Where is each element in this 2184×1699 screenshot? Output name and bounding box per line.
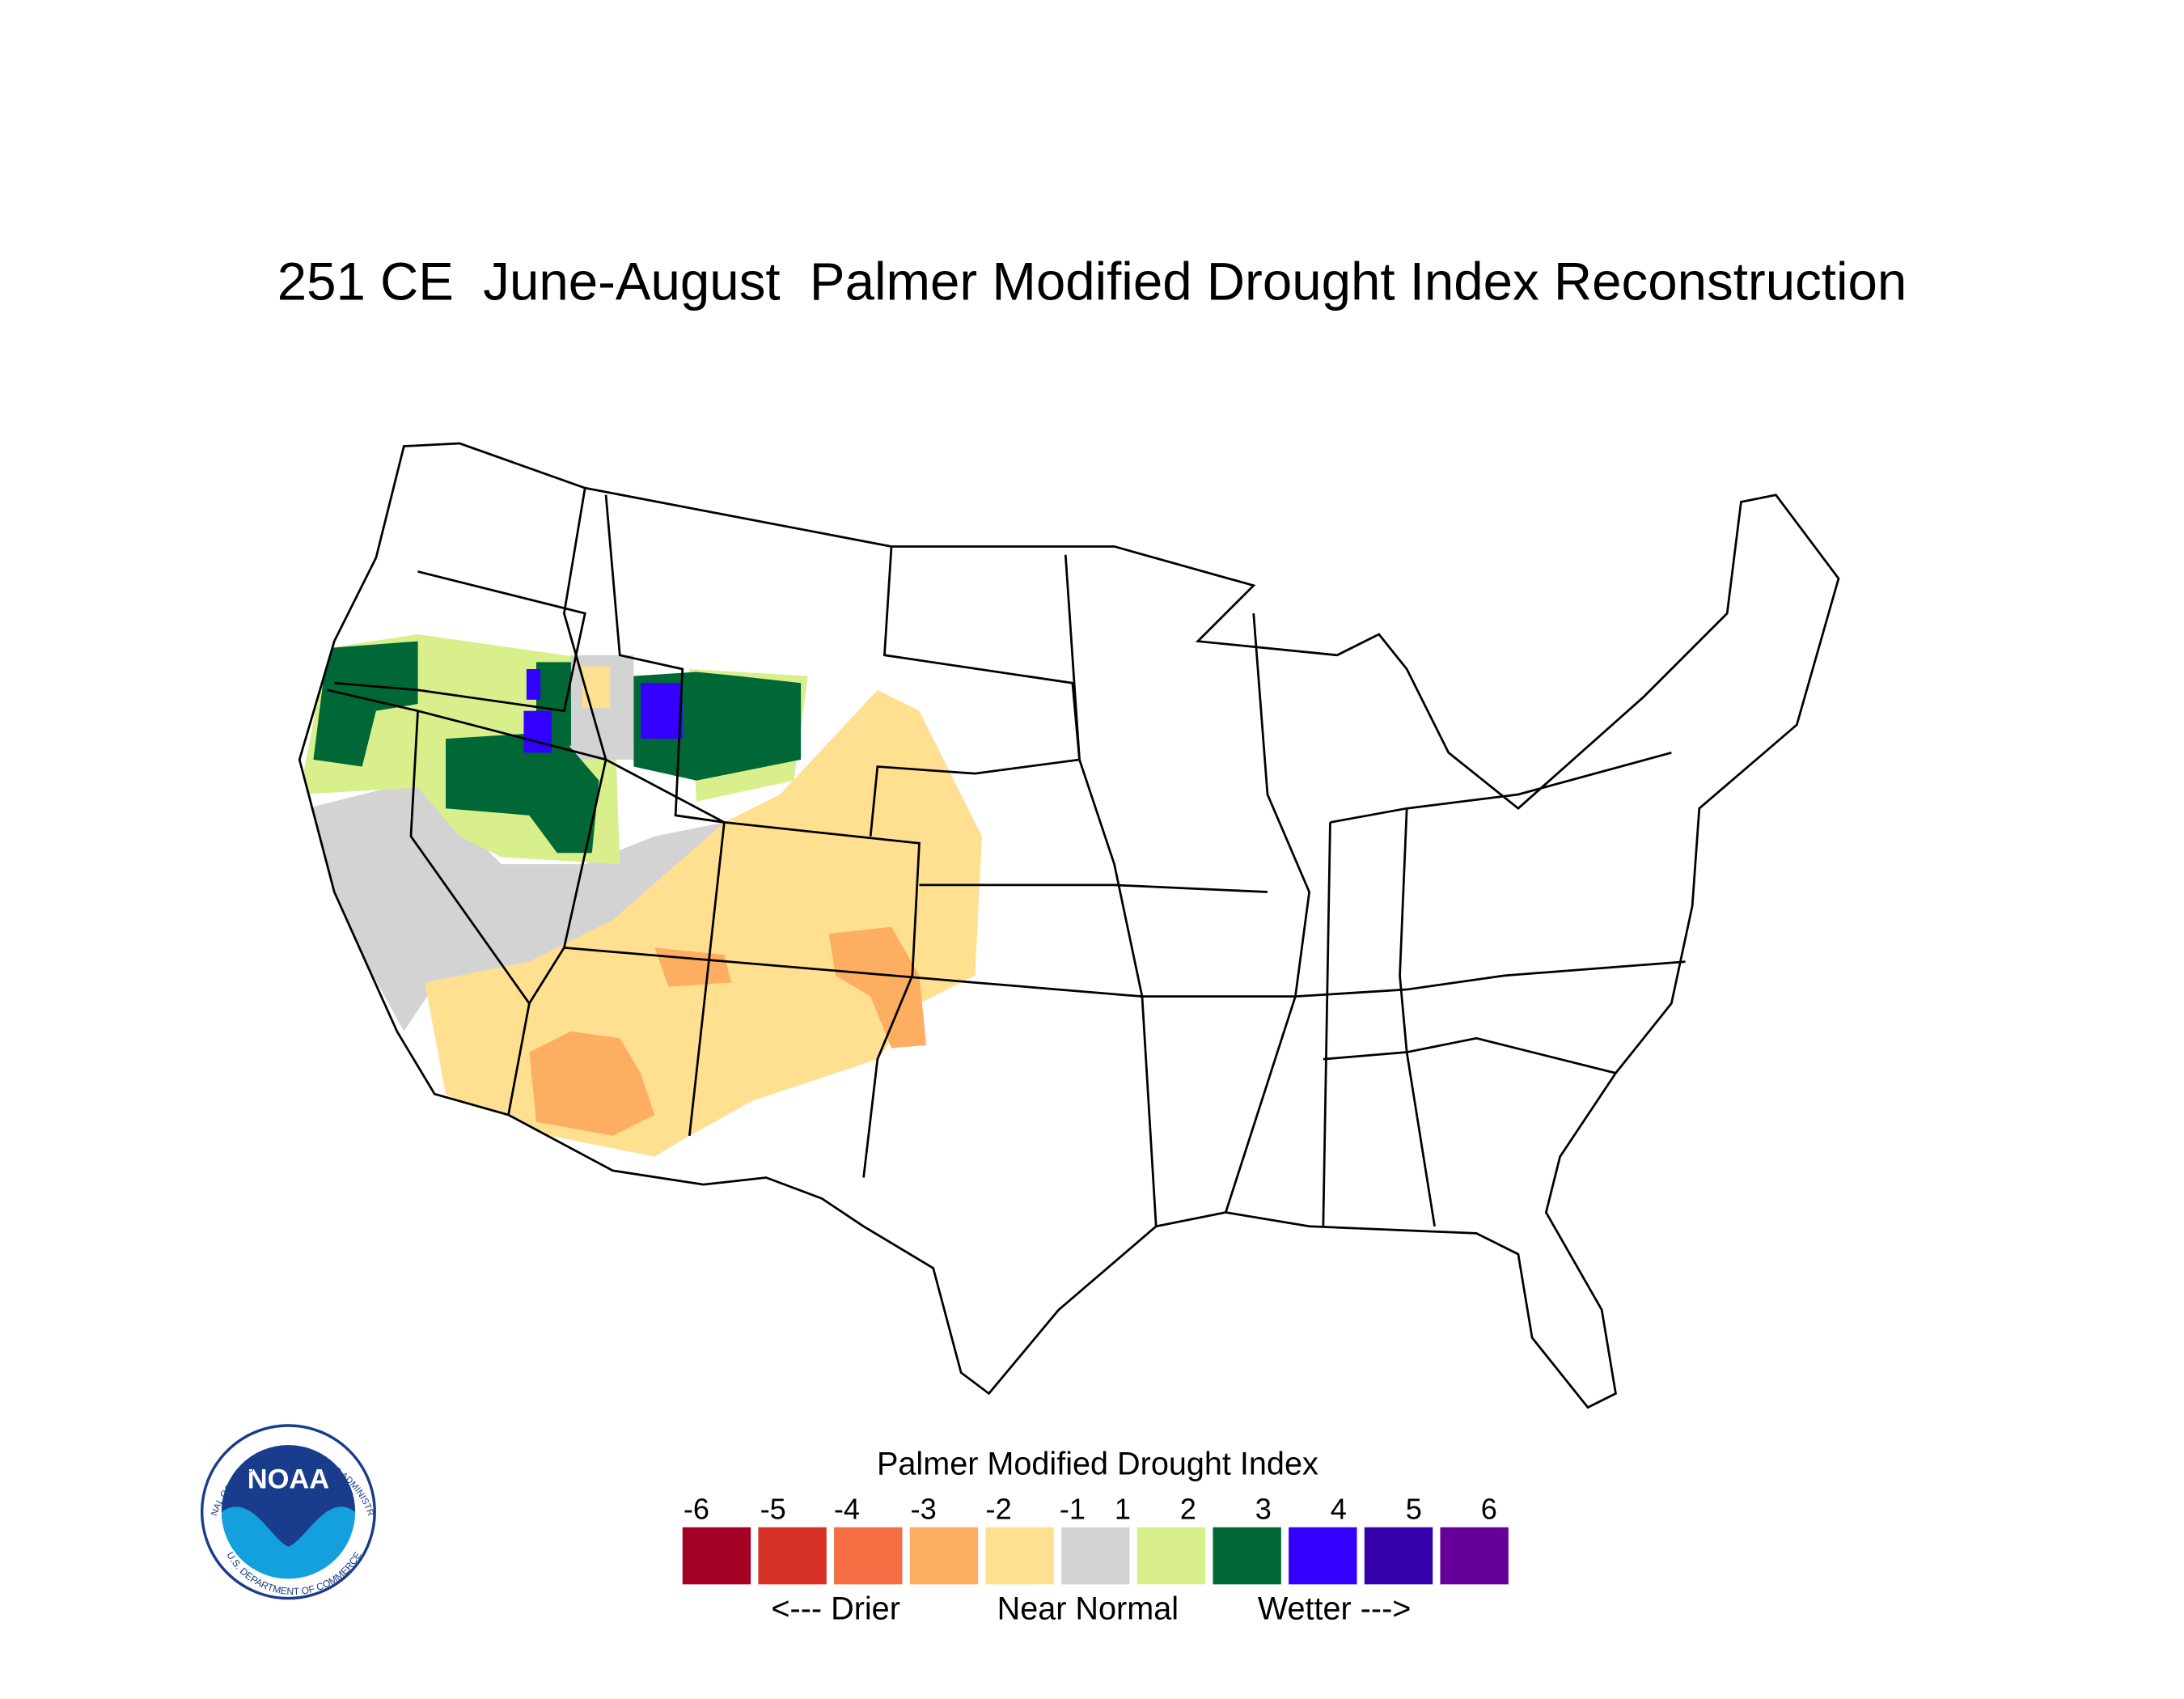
state-line <box>1295 960 1686 998</box>
state-line <box>417 710 607 1005</box>
legend-tick-label: -4 <box>834 1492 860 1525</box>
legend-swatch <box>985 1527 1054 1585</box>
wet-area <box>446 731 599 854</box>
very-wet-area <box>641 683 683 739</box>
legend-swatch <box>758 1527 827 1585</box>
state-line <box>1064 554 1158 1227</box>
state-line <box>675 814 726 1137</box>
legend-tick-label: 1 <box>1115 1492 1131 1525</box>
map-title: 251 CE June-August Palmer Modified Droug… <box>277 252 1907 311</box>
legend-swatch <box>909 1527 979 1585</box>
legend-title: Palmer Modified Drought Index <box>877 1446 1318 1481</box>
state-line <box>1399 808 1436 1227</box>
legend-swatch <box>1213 1527 1281 1585</box>
legend-swatch <box>682 1527 751 1585</box>
dry-area <box>828 926 927 1049</box>
wet-area <box>313 641 418 767</box>
state-line <box>334 570 586 713</box>
legend-tick-label: -1 <box>1060 1492 1086 1525</box>
legend-swatch <box>1061 1527 1130 1585</box>
legend-tick-label: -3 <box>911 1492 937 1525</box>
legend: -6 -5 -4 -3 -2 -1 1 2 3 4 5 6 <--- Drier Near Normal W… <box>682 1492 1509 1626</box>
legend-tick-label: -6 <box>684 1492 709 1525</box>
dry-area <box>529 1031 655 1136</box>
legend-swatch <box>1136 1527 1206 1585</box>
state-line <box>1322 822 1331 1227</box>
legend-tick-label: 5 <box>1406 1492 1422 1525</box>
state-line <box>919 883 1268 893</box>
logo-text: NOAA <box>248 1464 329 1495</box>
state-line <box>1323 1036 1616 1074</box>
state-line <box>1330 751 1672 824</box>
moderate-dry-area <box>582 666 611 709</box>
legend-tick-label: 6 <box>1481 1492 1497 1525</box>
legend-label: Near Normal <box>997 1591 1179 1626</box>
legend-tick-label: 2 <box>1180 1492 1196 1525</box>
legend-label: <--- Drier <box>771 1591 899 1626</box>
state-line <box>1224 613 1311 1213</box>
legend-swatch <box>1440 1527 1509 1585</box>
state-line <box>327 688 531 1116</box>
logo-upper <box>221 1445 356 1547</box>
very-wet-area <box>526 669 541 700</box>
legend-swatch <box>1364 1527 1433 1585</box>
near-normal-area <box>306 780 725 1032</box>
legend-label: Wetter ---> <box>1258 1591 1412 1626</box>
legend-swatch <box>1289 1527 1357 1585</box>
legend-tick-label: 3 <box>1255 1492 1272 1525</box>
legend-swatch <box>834 1527 903 1585</box>
very-wet-area <box>523 710 552 753</box>
legend-tick-label: -5 <box>760 1492 786 1525</box>
legend-tick-label: -2 <box>986 1492 1012 1525</box>
legend-tick-label: 4 <box>1331 1492 1347 1525</box>
state-line <box>562 487 726 824</box>
drought-field <box>299 633 982 1157</box>
state-borders <box>298 442 1840 1409</box>
state-line <box>564 947 1296 998</box>
